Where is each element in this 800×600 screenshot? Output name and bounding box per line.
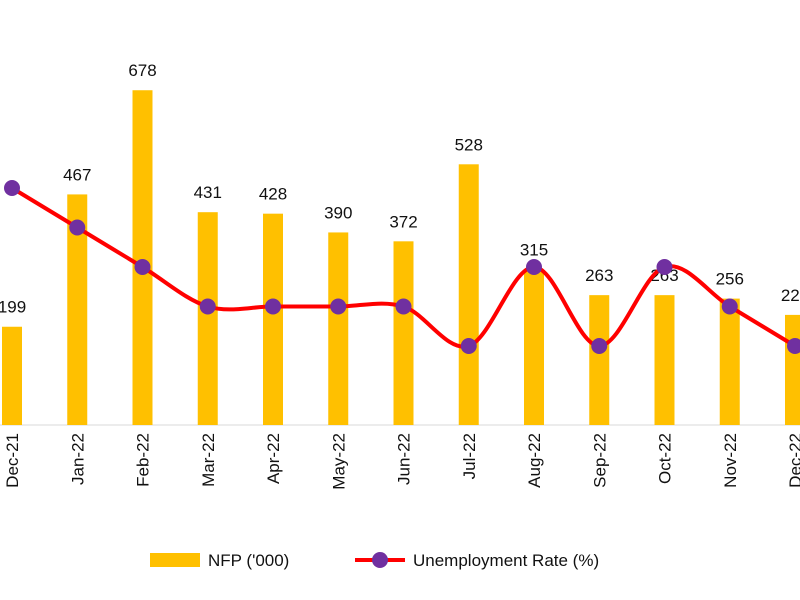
bar-value-label: 428 [259, 185, 287, 204]
line-marker [591, 338, 608, 354]
x-tick-label: Dec-22 [786, 433, 800, 488]
line-marker [265, 298, 281, 315]
line-marker [721, 298, 738, 315]
bar-value-label: 256 [716, 270, 744, 289]
bar-value-label: 528 [455, 135, 483, 154]
x-tick-label: Feb-22 [134, 433, 153, 487]
bar [2, 326, 22, 425]
line-marker [4, 180, 20, 196]
bar-value-label: 263 [585, 266, 613, 285]
line-marker [69, 219, 86, 236]
bar [328, 232, 349, 425]
bar [393, 241, 414, 425]
bar [263, 213, 283, 425]
bar [719, 298, 740, 425]
line-marker [656, 259, 673, 275]
legend-swatch [150, 553, 200, 567]
bar [67, 194, 88, 425]
legend-marker [372, 552, 388, 568]
x-tick-label: Aug-22 [525, 433, 544, 488]
x-tick-label: Dec-21 [3, 433, 22, 488]
bar-value-label: 199 [0, 298, 26, 317]
bar [197, 212, 218, 425]
x-tick-label: Mar-22 [199, 433, 218, 487]
bar-value-label: 223 [781, 286, 800, 305]
line-marker [199, 298, 216, 315]
bar-value-label: 315 [520, 240, 548, 259]
bar-value-label: 390 [324, 203, 352, 222]
line-marker [134, 259, 151, 275]
bar [132, 90, 153, 426]
bar [524, 269, 544, 425]
legend-label: NFP ('000) [208, 551, 289, 570]
x-tick-label: Apr-22 [264, 433, 283, 484]
bar [785, 314, 800, 425]
x-tick-label: Nov-22 [721, 433, 740, 488]
x-tick-label: Sep-22 [590, 433, 609, 488]
bar [458, 164, 479, 426]
legend-label: Unemployment Rate (%) [413, 551, 599, 570]
x-tick-label: Jul-22 [460, 433, 479, 479]
x-tick-label: May-22 [329, 433, 348, 490]
line-marker [787, 338, 800, 354]
bar-value-label: 678 [128, 61, 156, 80]
line-marker [526, 259, 542, 275]
bar-value-label: 467 [63, 165, 91, 184]
line-marker [460, 338, 477, 354]
bar-value-label: 372 [389, 212, 417, 231]
bar [589, 295, 610, 425]
x-tick-label: Jan-22 [68, 433, 87, 485]
x-tick-label: Oct-22 [656, 433, 675, 484]
line-marker [330, 298, 347, 315]
bar-value-label: 431 [194, 183, 222, 202]
line-marker [395, 298, 412, 315]
bar [654, 295, 675, 425]
x-tick-label: Jun-22 [395, 433, 414, 485]
